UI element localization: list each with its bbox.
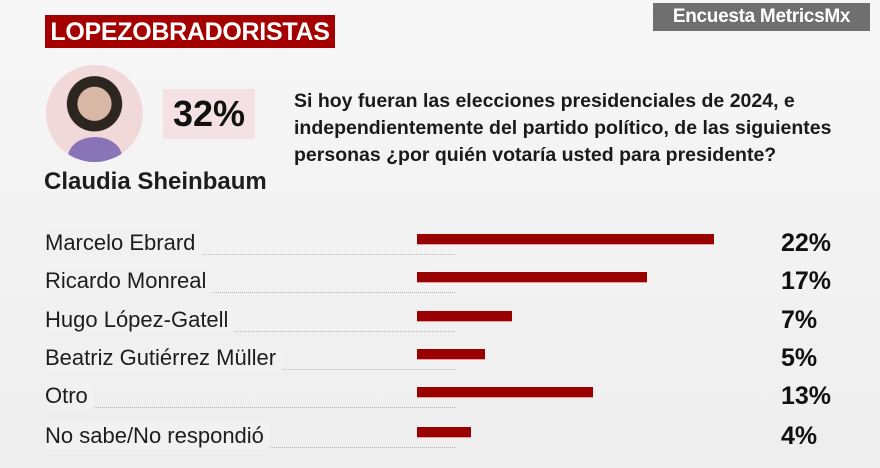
dotted-leader: [45, 254, 455, 255]
chart-row: Ricardo Monreal 17%: [0, 267, 880, 306]
leader-percentage: 32%: [163, 89, 255, 139]
survey-question: Si hoy fueran las elecciones presidencia…: [294, 90, 832, 166]
dotted-leader: [45, 292, 455, 293]
category-label: No sabe/No respondió: [45, 423, 270, 449]
chart-row: Otro 13%: [0, 382, 880, 421]
chart-row: Beatriz Gutiérrez Müller 5%: [0, 344, 880, 383]
group-tag: LOPEZOBRADORISTAS: [45, 15, 335, 48]
value-label: 17%: [781, 267, 832, 295]
value-label: 7%: [781, 306, 818, 334]
category-label: Beatriz Gutiérrez Müller: [45, 345, 283, 371]
chart-row: No sabe/No respondió 4%: [0, 422, 880, 461]
category-label: Otro: [45, 383, 94, 409]
value-label: 4%: [781, 422, 818, 450]
value-label: 22%: [781, 229, 832, 257]
dotted-leader: [45, 407, 455, 408]
chart-row: Marcelo Ebrard 22%: [0, 229, 880, 268]
leader-name: Claudia Sheinbaum: [44, 168, 267, 195]
bar: [417, 427, 471, 437]
bar: [417, 272, 647, 282]
bar: [417, 234, 714, 244]
category-label: Ricardo Monreal: [45, 268, 213, 294]
bar: [417, 311, 512, 321]
category-label: Marcelo Ebrard: [45, 230, 202, 256]
bar: [417, 387, 593, 397]
leader-photo: [46, 65, 143, 162]
bar: [417, 349, 485, 359]
dotted-leader: [45, 331, 455, 332]
chart-row: Hugo López-Gatell 7%: [0, 306, 880, 345]
source-badge: Encuesta MetricsMx: [653, 3, 870, 31]
category-label: Hugo López-Gatell: [45, 307, 235, 333]
value-label: 13%: [781, 382, 832, 410]
value-label: 5%: [781, 344, 818, 372]
